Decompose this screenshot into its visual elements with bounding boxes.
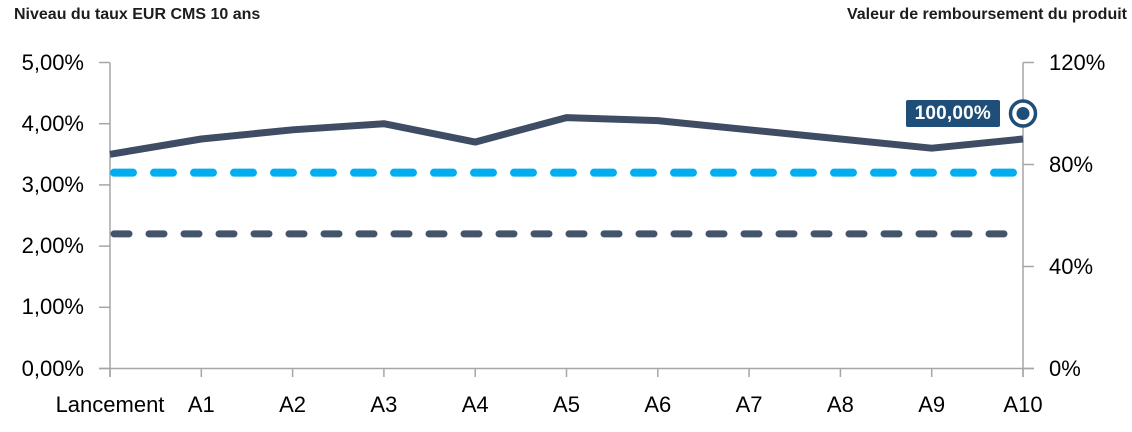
x-axis-category-label: A2	[279, 392, 307, 417]
left-axis-tick-label: 0,00%	[21, 355, 84, 381]
x-axis-category-label: A9	[918, 392, 946, 417]
left-axis-tick-label: 3,00%	[21, 171, 84, 197]
x-axis-category-label: A5	[553, 392, 580, 417]
x-axis-category-label: A6	[644, 392, 672, 417]
x-axis-category-label: A3	[370, 392, 398, 417]
left-axis-tick-label: 2,00%	[21, 233, 84, 259]
x-axis-category-label: A4	[461, 392, 489, 417]
left-axis-title: Niveau du taux EUR CMS 10 ans	[14, 6, 261, 23]
left-axis-tick-label: 4,00%	[21, 110, 84, 136]
redemption-marker-dot	[1016, 107, 1030, 120]
right-axis-tick-label: 120%	[1049, 49, 1106, 75]
x-axis-category-label: A1	[187, 392, 215, 417]
x-axis-category-label: Lancement	[55, 392, 165, 417]
x-axis-category-label: A7	[735, 392, 763, 417]
right-axis-tick-label: 80%	[1049, 151, 1094, 177]
right-axis-tick-label: 0%	[1049, 355, 1081, 381]
x-axis-category-label: A10	[1003, 392, 1043, 417]
left-axis-tick-label: 5,00%	[21, 49, 84, 75]
right-axis-tick-label: 40%	[1049, 253, 1094, 279]
redemption-value-callout: 100,00%	[905, 100, 1000, 127]
x-axis-category-label: A8	[826, 392, 854, 417]
left-axis-tick-label: 1,00%	[21, 294, 84, 320]
right-axis-title: Valeur de remboursement du produit	[846, 6, 1127, 23]
eur-cms-10y-rate-line	[109, 114, 1024, 158]
